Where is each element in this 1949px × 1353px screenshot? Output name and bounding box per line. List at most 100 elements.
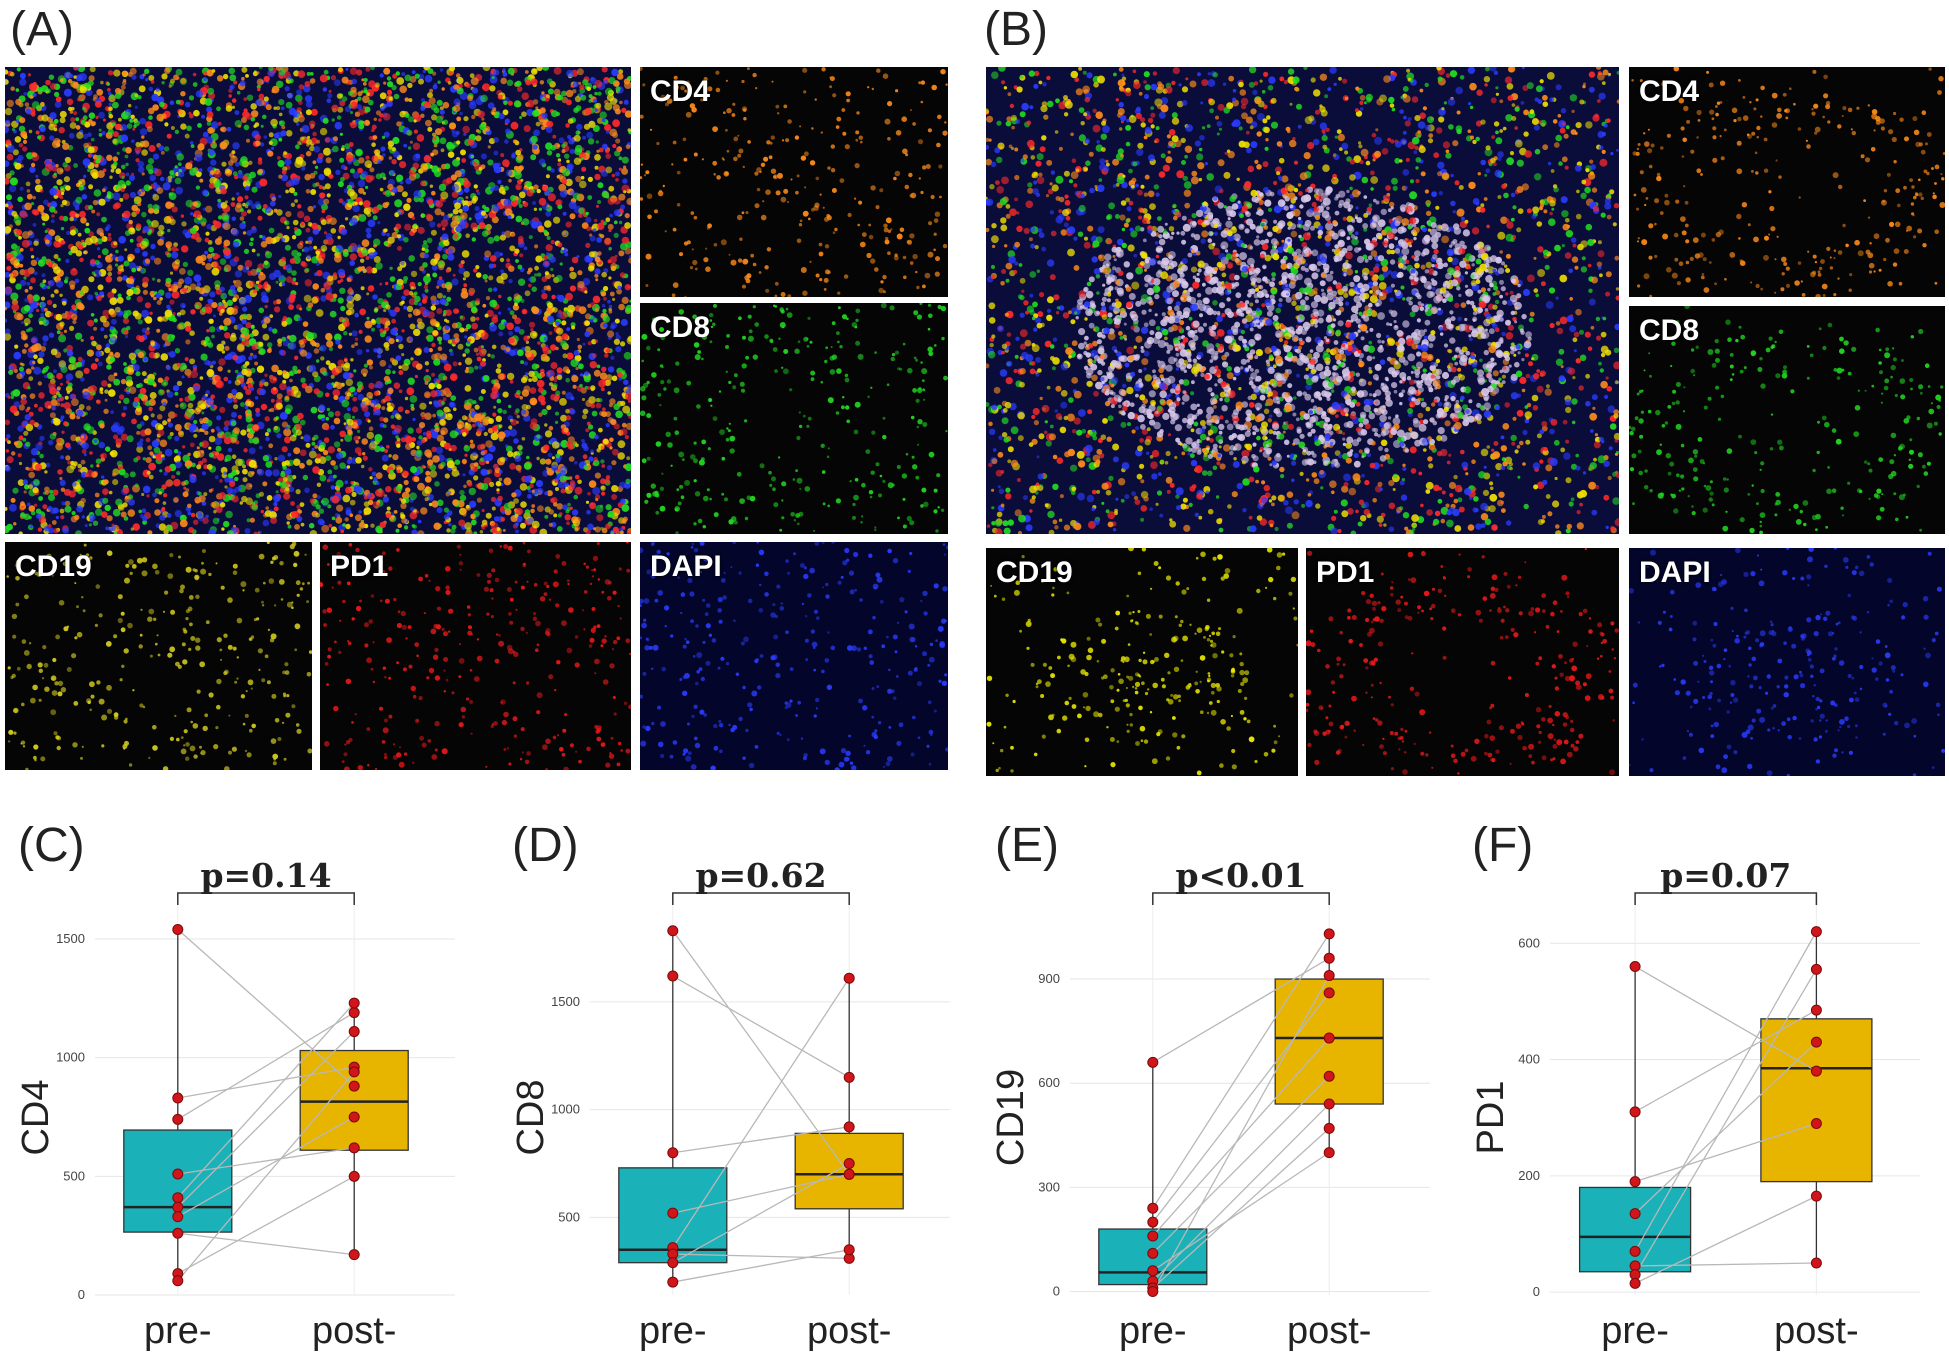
data-point-pre	[667, 1276, 679, 1288]
data-point-post	[1323, 1032, 1335, 1044]
micrograph-b-pd1: PD1	[1306, 548, 1619, 776]
paired-line	[1634, 1122, 1817, 1183]
y-tick-label: 400	[1518, 1052, 1540, 1067]
x-tick-label: pre-	[144, 1310, 212, 1352]
paired-line	[1152, 992, 1330, 1223]
paired-line	[1152, 1127, 1330, 1289]
channel-label: DAPI	[1639, 556, 1711, 589]
data-point-post	[1810, 1190, 1822, 1202]
significance-bracket	[1152, 892, 1330, 905]
y-tick-label: 900	[1038, 971, 1060, 986]
channel-label: CD19	[996, 556, 1073, 589]
data-point-post	[843, 1168, 855, 1180]
significance-bracket	[1634, 892, 1818, 905]
paired-line	[1634, 965, 1817, 1072]
data-point-post	[348, 1007, 360, 1019]
micrograph-a-cd19: CD19	[5, 542, 312, 770]
y-tick-label: 1000	[56, 1050, 85, 1065]
channel-label: CD8	[650, 311, 711, 344]
paired-line	[177, 1116, 355, 1218]
data-point-post	[1810, 926, 1822, 938]
y-tick-label: 500	[63, 1168, 85, 1183]
data-point-post	[1810, 1257, 1822, 1269]
paired-line	[177, 929, 355, 1087]
data-point-pre	[172, 1092, 184, 1104]
y-tick-label: 300	[1038, 1179, 1060, 1194]
y-tick-label: 200	[1518, 1168, 1540, 1183]
micrograph-a-pd1: PD1	[320, 542, 631, 770]
paired-line	[672, 1162, 850, 1264]
p-value-label: p=0.62	[695, 856, 826, 895]
data-point-pre	[1629, 1277, 1641, 1289]
data-point-pre	[1147, 1247, 1159, 1259]
paired-line	[177, 1012, 355, 1120]
paired-line	[177, 1002, 355, 1199]
paired-line	[1152, 1037, 1330, 1237]
pre-box	[1578, 1186, 1692, 1273]
micrograph-b-dapi: DAPI	[1629, 548, 1945, 776]
paired-line	[177, 1175, 355, 1275]
data-point-pre	[1147, 1230, 1159, 1242]
paired-line	[1152, 1075, 1330, 1254]
data-point-post	[348, 1066, 360, 1078]
micrograph-b-cd8: CD8	[1629, 306, 1945, 534]
data-point-pre	[667, 1257, 679, 1269]
paired-line	[1152, 1103, 1330, 1282]
paired-line	[672, 1249, 850, 1283]
paired-line	[672, 930, 850, 1175]
p-value-label: p=0.07	[1660, 856, 1791, 895]
data-point-post	[348, 997, 360, 1009]
y-axis-label: CD4	[15, 1079, 57, 1155]
data-point-pre	[1629, 961, 1641, 973]
data-point-pre	[172, 1211, 184, 1223]
panel-letter-b: (B)	[984, 3, 1048, 56]
data-point-post	[348, 1026, 360, 1038]
data-point-post	[1810, 1117, 1822, 1129]
y-axis-label: PD1	[1470, 1081, 1512, 1155]
paired-line	[1634, 1009, 1817, 1113]
data-point-post	[843, 1071, 855, 1083]
paired-line	[672, 1126, 850, 1154]
paired-line	[1635, 1262, 1817, 1267]
y-axis-label: CD19	[990, 1069, 1032, 1166]
paired-line	[177, 1071, 355, 1282]
paired-line	[177, 1147, 355, 1175]
data-point-post	[1323, 1147, 1335, 1159]
channel-label: PD1	[1316, 556, 1375, 589]
data-point-post	[1323, 1070, 1335, 1082]
data-point-post	[1810, 963, 1822, 975]
y-tick-label: 0	[78, 1287, 85, 1302]
data-point-post	[1323, 928, 1335, 940]
paired-line	[1634, 1195, 1817, 1284]
channel-label: PD1	[330, 550, 389, 583]
boxplot-cd19: 0 300 600 900 CD19 p<0.01 pre-post-	[975, 856, 1455, 1353]
panel-letter-f: (F)	[1472, 819, 1534, 872]
data-point-post	[1323, 970, 1335, 982]
data-point-post	[1810, 1065, 1822, 1077]
micrograph-b-cd4: CD4	[1629, 67, 1945, 297]
x-tick-label: post-	[312, 1310, 396, 1352]
data-point-post	[843, 972, 855, 984]
paired-line	[177, 1066, 355, 1099]
y-tick-label: 500	[558, 1209, 580, 1224]
channel-label: CD4	[650, 75, 711, 108]
y-tick-label: 0	[1053, 1284, 1060, 1299]
data-point-pre	[172, 1201, 184, 1213]
panel-letter-e: (E)	[995, 819, 1059, 872]
data-point-pre	[1147, 1286, 1159, 1298]
data-point-pre	[172, 1275, 184, 1287]
data-point-pre	[667, 1207, 679, 1219]
data-point-post	[1323, 952, 1335, 964]
data-point-pre	[667, 1147, 679, 1159]
data-point-pre	[1147, 1056, 1159, 1068]
y-tick-label: 1500	[551, 994, 580, 1009]
paired-line	[672, 977, 850, 1248]
boxplot-cd8: 500 1000 1500 CD8 p=0.62 pre-post-	[495, 856, 975, 1353]
data-point-pre	[667, 925, 679, 937]
data-point-post	[348, 1170, 360, 1182]
data-point-pre	[172, 1168, 184, 1180]
paired-line	[1152, 975, 1330, 1292]
data-point-post	[1810, 1036, 1822, 1048]
x-tick-label: post-	[1774, 1310, 1858, 1352]
data-point-post	[348, 1249, 360, 1261]
